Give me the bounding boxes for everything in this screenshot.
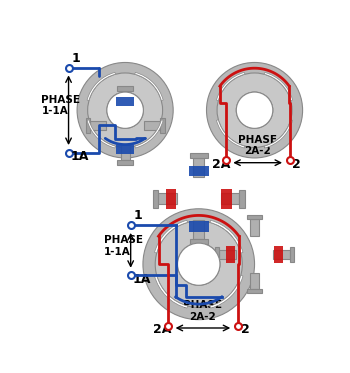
Polygon shape — [220, 194, 239, 204]
Polygon shape — [118, 160, 133, 165]
Polygon shape — [250, 219, 259, 236]
Wedge shape — [135, 120, 163, 148]
Wedge shape — [217, 72, 245, 101]
Wedge shape — [264, 72, 293, 101]
Circle shape — [217, 73, 292, 147]
Circle shape — [143, 209, 254, 320]
Polygon shape — [273, 250, 290, 259]
Polygon shape — [190, 153, 208, 158]
Wedge shape — [87, 120, 116, 148]
Polygon shape — [120, 91, 130, 107]
Text: 1A: 1A — [132, 273, 150, 286]
Polygon shape — [239, 190, 245, 208]
Text: PHASE
2A-2: PHASE 2A-2 — [183, 300, 223, 322]
Circle shape — [107, 92, 144, 128]
Wedge shape — [155, 275, 188, 308]
Text: PHASE
2A-2: PHASE 2A-2 — [238, 135, 277, 156]
Polygon shape — [226, 245, 235, 263]
Circle shape — [236, 92, 273, 128]
Polygon shape — [247, 289, 262, 293]
Circle shape — [77, 62, 173, 158]
Polygon shape — [219, 250, 236, 259]
Polygon shape — [120, 144, 130, 160]
Circle shape — [177, 243, 220, 285]
Text: PHASE
1-1A: PHASE 1-1A — [41, 95, 80, 116]
Polygon shape — [222, 189, 232, 209]
Polygon shape — [215, 247, 219, 262]
Wedge shape — [217, 120, 245, 148]
Text: 1: 1 — [134, 209, 142, 222]
Polygon shape — [247, 215, 262, 219]
Polygon shape — [153, 190, 158, 208]
Polygon shape — [90, 121, 106, 130]
Polygon shape — [144, 121, 160, 130]
Polygon shape — [189, 221, 209, 232]
Polygon shape — [250, 273, 259, 289]
Text: 1A: 1A — [70, 150, 89, 163]
Circle shape — [177, 243, 220, 285]
Wedge shape — [264, 120, 293, 148]
Polygon shape — [274, 245, 283, 263]
Polygon shape — [194, 220, 204, 239]
Polygon shape — [290, 247, 294, 262]
Wedge shape — [155, 220, 188, 253]
Wedge shape — [135, 72, 163, 101]
Polygon shape — [158, 194, 177, 204]
Wedge shape — [210, 220, 243, 253]
Text: 2: 2 — [292, 158, 301, 171]
Polygon shape — [117, 145, 134, 154]
Wedge shape — [87, 72, 116, 101]
Polygon shape — [118, 87, 133, 91]
Polygon shape — [160, 118, 164, 133]
Polygon shape — [166, 189, 176, 209]
Polygon shape — [194, 158, 204, 177]
Polygon shape — [190, 239, 208, 244]
Circle shape — [236, 92, 273, 128]
Circle shape — [88, 73, 163, 147]
Text: 2A: 2A — [153, 323, 171, 336]
Text: PHASE
1-1A: PHASE 1-1A — [104, 235, 142, 257]
Text: 2A: 2A — [212, 158, 230, 171]
Polygon shape — [86, 118, 90, 133]
Text: 2: 2 — [241, 323, 250, 336]
Circle shape — [107, 92, 144, 128]
Circle shape — [155, 221, 242, 307]
Text: 1: 1 — [72, 52, 80, 65]
Polygon shape — [117, 97, 134, 106]
Wedge shape — [210, 275, 243, 308]
Circle shape — [206, 62, 303, 158]
Polygon shape — [189, 166, 209, 176]
